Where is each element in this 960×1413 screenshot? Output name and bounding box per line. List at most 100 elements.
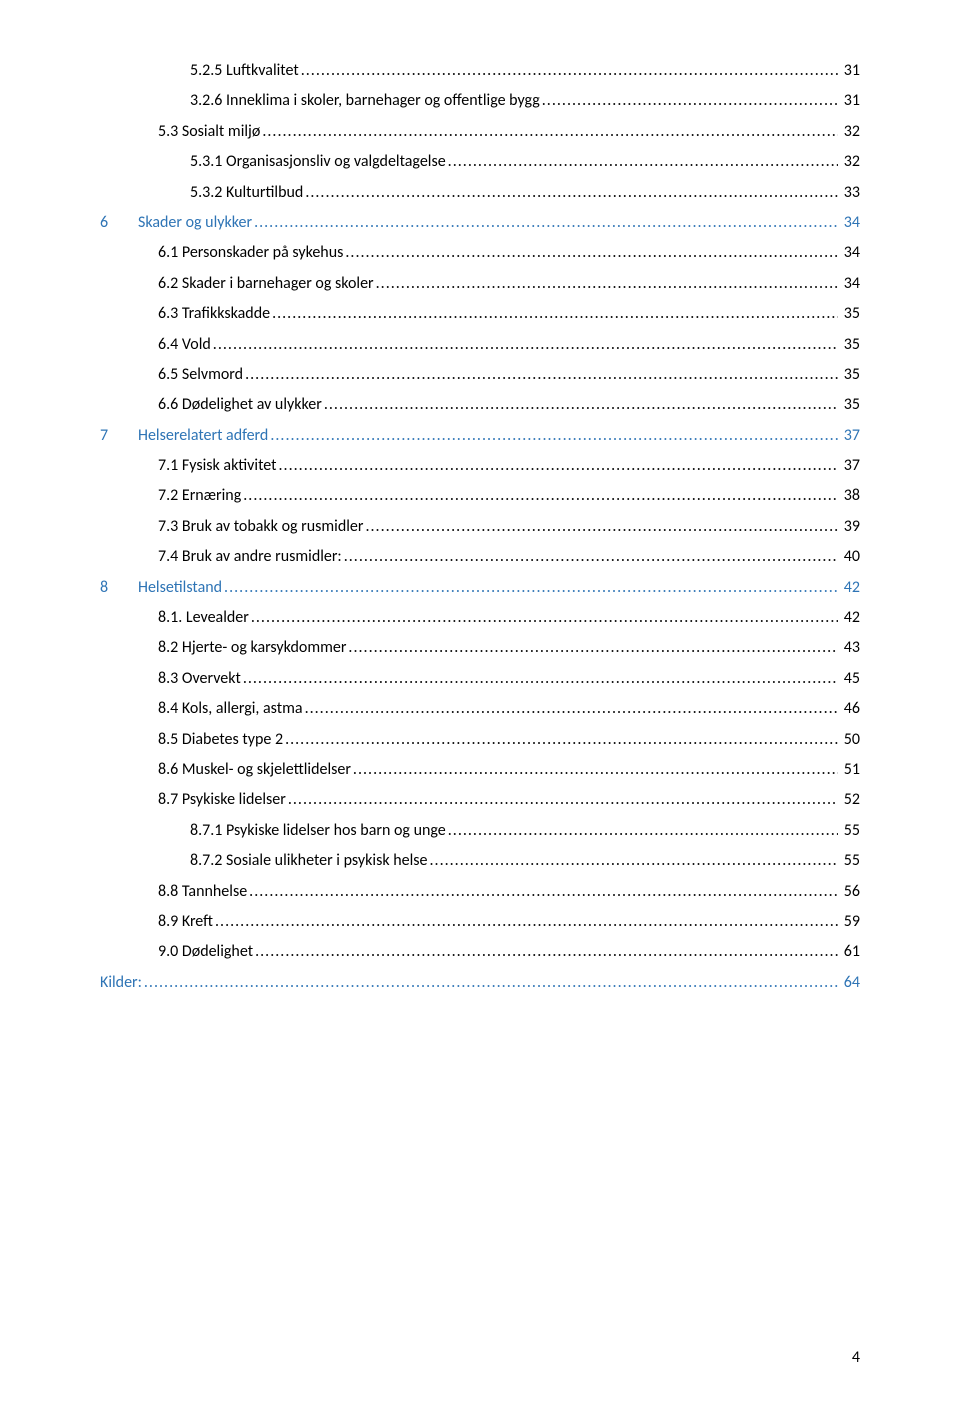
toc-subsection[interactable]: 7.2 Ernæring 38 — [100, 481, 860, 511]
toc-subsection[interactable]: 8.5 Diabetes type 250 — [100, 725, 860, 755]
toc-entry-title: 8.7 Psykiske lidelser — [158, 785, 286, 815]
toc-subsubsection[interactable]: 5.3.1 Organisasjonsliv og valgdeltagelse… — [100, 147, 860, 177]
toc-page-ref: 42 — [840, 573, 860, 603]
toc-subsection[interactable]: 8.9 Kreft 59 — [100, 907, 860, 937]
toc-subsection[interactable]: 9.0 Dødelighet61 — [100, 937, 860, 967]
toc-subsection[interactable]: 6.3 Trafikkskadde 35 — [100, 299, 860, 329]
toc-subsection[interactable]: 8.7 Psykiske lidelser 52 — [100, 785, 860, 815]
toc-leader-dots — [344, 542, 838, 572]
toc-leader-dots — [279, 451, 838, 481]
toc-leader-dots — [213, 330, 838, 360]
toc-chapter-title: Helsetilstand — [138, 573, 222, 603]
toc-leader-dots — [243, 664, 838, 694]
toc-subsubsection[interactable]: 5.2.5 Luftkvalitet31 — [100, 56, 860, 86]
toc-page-ref: 35 — [840, 299, 860, 329]
toc-page-ref: 55 — [840, 816, 860, 846]
toc-page-ref: 59 — [840, 907, 860, 937]
toc-subsection[interactable]: 6.4 Vold35 — [100, 330, 860, 360]
toc-chapter-number: 6 — [100, 208, 138, 238]
toc-entry-title: 6.1 Personskader på sykehus — [158, 238, 343, 268]
toc-leader-dots — [365, 512, 837, 542]
toc-entry-title: 3.2.6 Inneklima i skoler, barnehager og … — [190, 86, 540, 116]
toc-subsubsection[interactable]: 5.3.2 Kulturtilbud33 — [100, 178, 860, 208]
toc-entry-title: 9.0 Dødelighet — [158, 937, 253, 967]
toc-entry-title: 5.3.1 Organisasjonsliv og valgdeltagelse — [190, 147, 446, 177]
toc-source-title: Kilder: — [100, 968, 142, 998]
toc-leader-dots — [448, 816, 838, 846]
toc-leader-dots — [243, 481, 838, 511]
toc-subsection[interactable]: 7.1 Fysisk aktivitet37 — [100, 451, 860, 481]
toc-entry-title: 8.2 Hjerte- og karsykdommer — [158, 633, 346, 663]
toc-page-ref: 34 — [840, 238, 860, 268]
toc-subsection[interactable]: 6.2 Skader i barnehager og skoler34 — [100, 269, 860, 299]
toc-leader-dots — [376, 269, 838, 299]
toc-page-ref: 34 — [840, 269, 860, 299]
toc-leader-dots — [429, 846, 837, 876]
toc-subsection[interactable]: 6.5 Selvmord35 — [100, 360, 860, 390]
toc-leader-dots — [215, 907, 838, 937]
toc-subsection[interactable]: 7.4 Bruk av andre rusmidler:40 — [100, 542, 860, 572]
toc-entry-title: 5.3 Sosialt miljø — [158, 117, 260, 147]
toc-entry-title: 6.6 Dødelighet av ulykker — [158, 390, 322, 420]
toc-page-ref: 37 — [840, 451, 860, 481]
toc-entry-title: 7.2 Ernæring — [158, 481, 241, 511]
toc-page-ref: 37 — [840, 421, 860, 451]
toc-entry-title: 6.4 Vold — [158, 330, 211, 360]
toc-page-ref: 35 — [840, 360, 860, 390]
toc-page-ref: 64 — [840, 968, 860, 998]
toc-chapter[interactable]: 8Helsetilstand 42 — [100, 573, 860, 603]
toc-chapter-number: 7 — [100, 421, 138, 451]
toc-entry-title: 5.3.2 Kulturtilbud — [190, 178, 303, 208]
toc-leader-dots — [144, 968, 838, 998]
toc-subsection[interactable]: 8.6 Muskel- og skjelettlidelser51 — [100, 755, 860, 785]
toc-chapter-number: 8 — [100, 573, 138, 603]
toc-chapter[interactable]: 6Skader og ulykker 34 — [100, 208, 860, 238]
toc-leader-dots — [348, 633, 837, 663]
toc-page-ref: 56 — [840, 877, 860, 907]
toc-subsubsection[interactable]: 8.7.1 Psykiske lidelser hos barn og unge… — [100, 816, 860, 846]
toc-page-ref: 32 — [840, 147, 860, 177]
toc-leader-dots — [301, 56, 838, 86]
toc-subsection[interactable]: 8.4 Kols, allergi, astma46 — [100, 694, 860, 724]
toc-leader-dots — [305, 694, 838, 724]
toc-page-ref: 35 — [840, 390, 860, 420]
toc-subsection[interactable]: 7.3 Bruk av tobakk og rusmidler39 — [100, 512, 860, 542]
toc-page-ref: 31 — [840, 86, 860, 116]
toc-page-ref: 52 — [840, 785, 860, 815]
toc-chapter[interactable]: 7Helserelatert adferd37 — [100, 421, 860, 451]
toc-entry-title: 8.1. Levealder — [158, 603, 249, 633]
toc-entry-title: 8.9 Kreft — [158, 907, 213, 937]
toc-subsection[interactable]: 8.1. Levealder 42 — [100, 603, 860, 633]
toc-entry-title: 8.5 Diabetes type 2 — [158, 725, 283, 755]
toc-leader-dots — [272, 299, 838, 329]
toc-subsection[interactable]: 6.6 Dødelighet av ulykker 35 — [100, 390, 860, 420]
toc-leader-dots — [270, 421, 837, 451]
toc-subsection[interactable]: 8.2 Hjerte- og karsykdommer43 — [100, 633, 860, 663]
table-of-contents: 5.2.5 Luftkvalitet313.2.6 Inneklima i sk… — [100, 56, 860, 998]
toc-leader-dots — [224, 573, 838, 603]
toc-leader-dots — [262, 117, 837, 147]
toc-page-ref: 38 — [840, 481, 860, 511]
toc-page-ref: 40 — [840, 542, 860, 572]
toc-subsection[interactable]: 6.1 Personskader på sykehus 34 — [100, 238, 860, 268]
toc-subsection[interactable]: 8.3 Overvekt45 — [100, 664, 860, 694]
toc-sources[interactable]: Kilder: 64 — [100, 968, 860, 998]
toc-page-ref: 42 — [840, 603, 860, 633]
toc-entry-title: 8.7.2 Sosiale ulikheter i psykisk helse — [190, 846, 427, 876]
toc-entry-title: 6.3 Trafikkskadde — [158, 299, 270, 329]
toc-leader-dots — [448, 147, 838, 177]
toc-subsection[interactable]: 8.8 Tannhelse 56 — [100, 877, 860, 907]
toc-page-ref: 34 — [840, 208, 860, 238]
toc-subsection[interactable]: 5.3 Sosialt miljø32 — [100, 117, 860, 147]
toc-page-ref: 46 — [840, 694, 860, 724]
toc-chapter-title: Skader og ulykker — [138, 208, 252, 238]
toc-page-ref: 55 — [840, 846, 860, 876]
toc-leader-dots — [251, 603, 838, 633]
toc-entry-title: 7.3 Bruk av tobakk og rusmidler — [158, 512, 363, 542]
toc-subsubsection[interactable]: 3.2.6 Inneklima i skoler, barnehager og … — [100, 86, 860, 116]
toc-entry-title: 8.8 Tannhelse — [158, 877, 247, 907]
toc-subsubsection[interactable]: 8.7.2 Sosiale ulikheter i psykisk helse 5… — [100, 846, 860, 876]
toc-page-ref: 31 — [840, 56, 860, 86]
toc-leader-dots — [324, 390, 838, 420]
toc-leader-dots — [255, 937, 838, 967]
